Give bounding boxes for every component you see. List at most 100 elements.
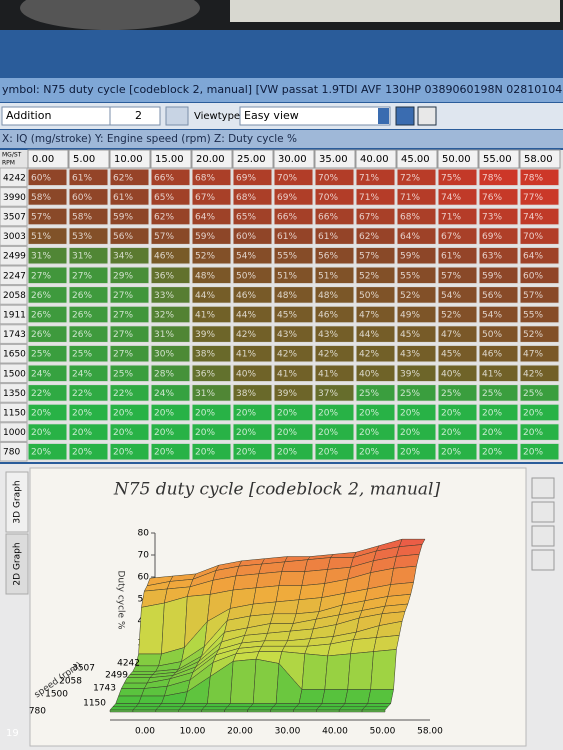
map-cell (68, 286, 109, 304)
column-header (68, 149, 110, 169)
cell-value: 42% (523, 369, 543, 379)
corner-label: RPM (2, 160, 15, 167)
rotate-button[interactable] (531, 549, 555, 571)
tool-button[interactable] (165, 106, 189, 126)
cell-value: 46% (154, 252, 174, 262)
cell-value: 38% (236, 389, 256, 399)
tab-3d[interactable] (5, 471, 29, 533)
cell-value: 42% (236, 330, 256, 340)
map-cell (314, 246, 355, 265)
map-cell (396, 207, 437, 226)
cell-value: 38% (195, 350, 215, 360)
cell-value: 63% (482, 252, 502, 262)
cell-value: 75% (441, 173, 461, 183)
surface-patch (390, 565, 417, 585)
map-cell (314, 266, 355, 285)
map-cell (437, 423, 478, 441)
map-cell (478, 344, 519, 363)
map-cell (109, 344, 150, 363)
map-cell (232, 364, 273, 383)
map-cell (68, 305, 109, 324)
column-header-label: 58.00 (524, 154, 553, 165)
cell-value: 20% (72, 409, 92, 419)
cell-value: 20% (113, 428, 133, 438)
map-cell (273, 227, 314, 245)
tab-2d[interactable] (5, 533, 29, 595)
cell-value: 20% (318, 448, 338, 458)
cell-value: 30% (154, 350, 174, 360)
view-button[interactable] (395, 106, 415, 126)
column-header-label: 15.00 (155, 154, 184, 165)
map-cell (68, 325, 109, 343)
map-cell (191, 344, 232, 363)
cell-value: 27% (31, 271, 51, 281)
map-cell (519, 168, 560, 187)
surface-patch (338, 706, 366, 711)
cell-value: 24% (154, 389, 174, 399)
map-cell (150, 423, 191, 441)
cell-value: 20% (523, 448, 543, 458)
cell-value: 41% (277, 369, 297, 379)
row-header-label: 1743 (3, 330, 26, 340)
cell-value: 40% (236, 369, 256, 379)
caption-bar (0, 130, 563, 148)
column-header-label: 45.00 (401, 154, 430, 165)
map-cell (232, 423, 273, 441)
map-cell (273, 442, 314, 461)
cell-value: 48% (318, 291, 338, 301)
map-cell (437, 266, 478, 285)
column-header-label: 55.00 (483, 154, 512, 165)
map-cell (68, 207, 109, 226)
dropdown-arrow (378, 108, 389, 124)
surface-patch (129, 671, 157, 675)
map-cell (396, 227, 437, 245)
map-cell (191, 246, 232, 265)
cell-value: 68% (400, 213, 420, 223)
map-cell (478, 364, 519, 383)
column-header (355, 149, 397, 169)
rotate-button[interactable] (531, 525, 555, 547)
map-cell (232, 227, 273, 245)
map-cell (109, 227, 150, 245)
cell-value: 25% (113, 369, 133, 379)
cell-value: 22% (72, 389, 92, 399)
cell-value: 20% (318, 409, 338, 419)
map-cell (478, 286, 519, 304)
z-tick-label: 60 (138, 573, 150, 583)
surface-skirt (270, 709, 294, 713)
cell-value: 22% (31, 389, 51, 399)
cell-value: 20% (72, 448, 92, 458)
column-header (314, 149, 356, 169)
cell-value: 26% (31, 330, 51, 340)
cell-value: 58% (72, 213, 92, 223)
cell-value: 42% (318, 350, 338, 360)
column-header-label: 20.00 (196, 154, 225, 165)
map-cell (355, 344, 396, 363)
zoom-in-button[interactable] (531, 477, 555, 499)
cell-value: 44% (359, 330, 379, 340)
map-cell (109, 442, 150, 461)
viewtype-dropdown[interactable] (239, 106, 391, 126)
map-cell (355, 266, 396, 285)
map-cell (314, 384, 355, 402)
row-header-label: 4242 (3, 173, 26, 183)
map-cell (519, 246, 560, 265)
cell-value: 27% (113, 330, 133, 340)
zoom-out-button[interactable] (531, 501, 555, 523)
y-tick-label: 1743 (93, 684, 116, 694)
map-cell (355, 403, 396, 422)
map-cell (191, 266, 232, 285)
x-tick-label: 50.00 (370, 727, 396, 737)
step-input[interactable] (109, 106, 161, 126)
cell-value: 54% (441, 291, 461, 301)
cell-value: 41% (482, 369, 502, 379)
cell-value: 20% (195, 448, 215, 458)
cell-value: 77% (523, 193, 543, 203)
cell-value: 45% (441, 350, 461, 360)
print-button[interactable] (417, 106, 437, 126)
map-cell (109, 168, 150, 187)
cell-value: 51% (318, 271, 338, 281)
y-tick-label: 4242 (117, 659, 140, 669)
map-cell (109, 423, 150, 441)
surface-patch (181, 703, 208, 708)
